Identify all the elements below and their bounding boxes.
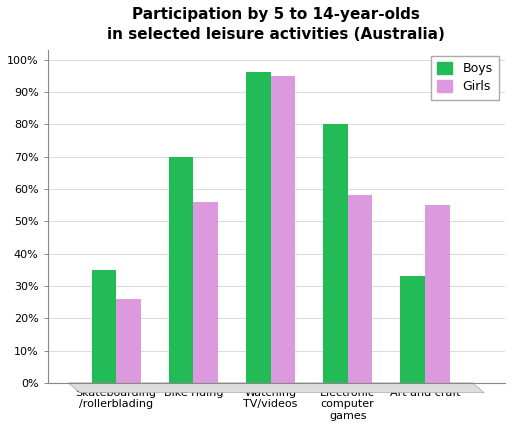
Bar (323, 124, 348, 383)
Legend: Boys, Girls: Boys, Girls (431, 56, 499, 100)
Bar (246, 72, 270, 383)
Bar (270, 76, 295, 383)
Bar (168, 157, 194, 383)
Bar (116, 299, 141, 383)
Title: Participation by 5 to 14-year-olds
in selected leisure activities (Australia): Participation by 5 to 14-year-olds in se… (108, 7, 445, 42)
Bar (92, 270, 116, 383)
Bar (425, 205, 450, 383)
Bar (400, 276, 425, 383)
Bar (348, 196, 372, 383)
Bar (194, 202, 218, 383)
Polygon shape (69, 383, 484, 393)
